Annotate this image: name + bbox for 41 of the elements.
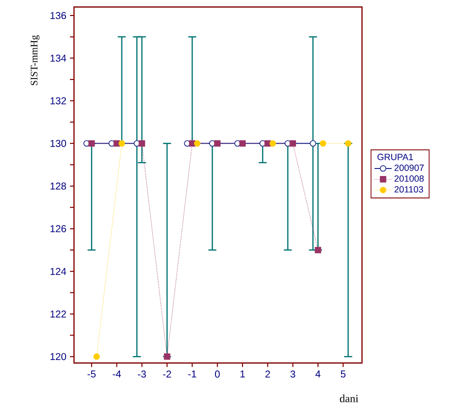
y-tick-label: 124	[50, 268, 66, 275]
legend-label: 201008	[394, 175, 424, 182]
legend-label: 201103	[394, 186, 424, 193]
x-tick-label: -2	[163, 370, 172, 378]
x-tick-label: 0	[214, 370, 220, 378]
point	[194, 140, 200, 147]
x-axis-title: dani	[340, 394, 358, 402]
x-tick-label: 2	[265, 370, 270, 378]
point	[320, 140, 326, 147]
y-tick-label: 134	[50, 54, 66, 62]
point	[164, 353, 170, 360]
y-tick-label: 126	[50, 225, 66, 232]
y-tick-label: 132	[50, 97, 66, 104]
x-tick-label: -1	[188, 370, 196, 378]
y-tick-label: 122	[50, 310, 66, 318]
y-axis-title: SIST-mmHg	[30, 35, 40, 86]
x-tick-label: 5	[340, 370, 346, 378]
y-tick-label: 128	[50, 182, 66, 190]
y-tick-label: 130	[50, 140, 66, 147]
point	[344, 140, 352, 147]
legend-title: GRUPA1	[377, 154, 413, 160]
x-tick-label: -4	[112, 370, 121, 378]
x-tick-label: -3	[138, 370, 146, 378]
y-tick-label: 120	[50, 353, 66, 360]
point	[93, 353, 100, 360]
x-tick-label: 3	[290, 370, 296, 378]
point	[138, 140, 146, 147]
point	[239, 140, 246, 147]
point	[270, 140, 276, 147]
point	[310, 140, 316, 147]
point	[114, 140, 120, 147]
point	[214, 140, 221, 147]
x-tick-label: -5	[88, 370, 96, 378]
point	[189, 140, 196, 147]
point	[118, 140, 125, 147]
y-tick-label: 136	[50, 12, 66, 20]
x-tick-label: 4	[315, 370, 320, 378]
point	[88, 140, 95, 147]
x-tick-label: 1	[240, 370, 245, 378]
point	[290, 140, 296, 147]
legend-label: 200907	[394, 164, 424, 171]
